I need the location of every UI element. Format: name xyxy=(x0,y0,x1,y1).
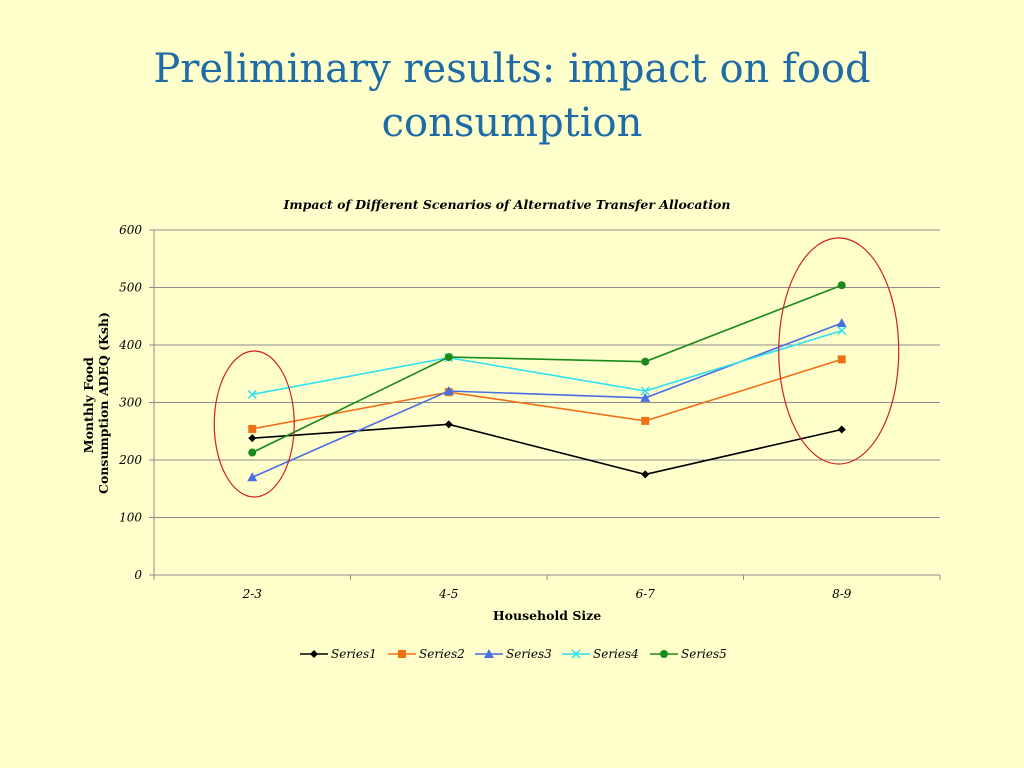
y-axis-title-line-1: Monthly Food xyxy=(81,357,96,453)
y-tick-label: 200 xyxy=(118,453,142,467)
series-line xyxy=(251,284,843,454)
data-point xyxy=(640,392,651,402)
x-stroke xyxy=(837,326,847,336)
data-point xyxy=(641,470,650,479)
legend-marker xyxy=(571,649,581,659)
legend-label: Series1 xyxy=(331,647,377,661)
legend-marker xyxy=(660,650,668,658)
x-stroke xyxy=(640,386,650,396)
data-point xyxy=(443,386,454,395)
data-point xyxy=(641,416,650,425)
y-axis-ticks: 0 100 200 300 400 500 600 xyxy=(118,223,154,582)
y-tick-label: 0 xyxy=(134,568,142,582)
legend: Series1 Series2 Series3 Series4 Series5 xyxy=(300,647,727,661)
x-axis-title: Household Size xyxy=(493,608,601,623)
data-point xyxy=(444,420,453,429)
data-point xyxy=(247,472,258,482)
legend-marker xyxy=(398,650,406,658)
legend-item: Series4 xyxy=(562,647,639,661)
legend-item: Series3 xyxy=(475,647,552,661)
data-point xyxy=(836,318,847,328)
highlight-ellipses xyxy=(213,237,900,498)
legend-label: Series3 xyxy=(506,647,552,661)
data-point xyxy=(837,425,846,434)
legend-item: Series1 xyxy=(300,647,377,661)
chart-title: Impact of Different Scenarios of Alterna… xyxy=(283,197,731,212)
legend-item: Series5 xyxy=(650,647,727,661)
x-stroke xyxy=(247,389,257,399)
y-tick-label: 500 xyxy=(119,281,142,295)
x-tick-label: 6-7 xyxy=(636,587,656,601)
series-line xyxy=(252,358,842,430)
gridlines xyxy=(154,229,940,518)
highlight-ellipse xyxy=(213,350,295,498)
legend-marker xyxy=(310,650,318,658)
series-group xyxy=(247,281,847,482)
series-3 xyxy=(247,318,847,482)
series-5 xyxy=(248,281,846,457)
slide-title: Preliminary results: impact on food cons… xyxy=(112,42,912,150)
slide-title-line-1: Preliminary results: impact on food xyxy=(153,46,871,92)
highlight-ellipse xyxy=(778,237,900,465)
y-tick-label: 600 xyxy=(119,223,142,237)
legend-marker xyxy=(484,649,494,658)
data-point xyxy=(640,386,650,396)
data-point xyxy=(837,355,846,364)
data-point xyxy=(641,357,650,366)
y-axis-title-line-2: Consumption ADEQ (Ksh) xyxy=(96,312,111,494)
data-point xyxy=(248,424,257,433)
legend-item: Series2 xyxy=(388,647,465,661)
legend-label: Series2 xyxy=(419,647,465,661)
data-point xyxy=(248,448,257,457)
x-tick-label: 2-3 xyxy=(242,587,263,601)
legend-label: Series5 xyxy=(681,647,727,661)
x-axis: 2-3 4-5 6-7 8-9 xyxy=(153,230,941,601)
series-1 xyxy=(248,420,846,479)
y-tick-label: 300 xyxy=(119,396,142,410)
series-line xyxy=(252,423,842,476)
slide-title-line-2: consumption xyxy=(381,100,643,146)
x-tick-label: 8-9 xyxy=(832,587,852,601)
series-line xyxy=(252,329,842,396)
data-point xyxy=(444,353,453,362)
data-point xyxy=(837,326,847,336)
series-line xyxy=(251,322,843,478)
x-stroke xyxy=(571,649,581,659)
series-4 xyxy=(247,326,847,399)
data-point xyxy=(837,281,846,290)
data-point xyxy=(248,434,257,443)
legend-label: Series4 xyxy=(593,647,639,661)
y-tick-label: 400 xyxy=(118,338,142,352)
data-point xyxy=(247,389,257,399)
x-tick-label: 4-5 xyxy=(438,587,458,601)
y-tick-label: 100 xyxy=(119,511,142,525)
y-axis-title: Monthly Food Consumption ADEQ (Ksh) xyxy=(81,312,111,494)
